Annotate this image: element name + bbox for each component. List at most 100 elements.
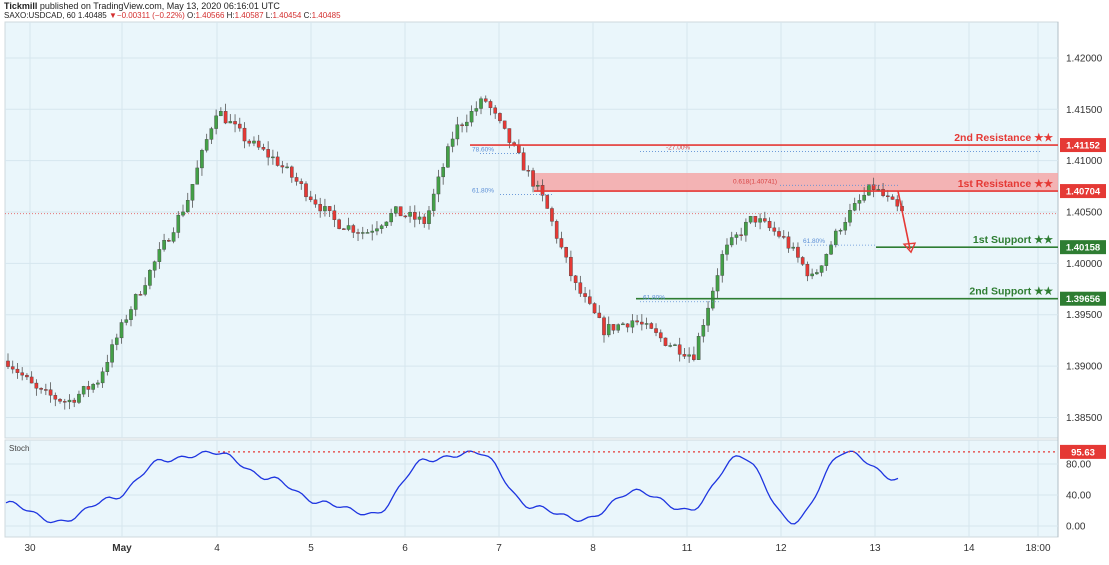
level-label: 2nd Support ★★ (969, 286, 1053, 298)
level-price-badge (1060, 184, 1106, 199)
time-tick-label: 12 (775, 543, 787, 554)
candle-body (53, 395, 58, 400)
price-pane[interactable] (4, 21, 1059, 439)
stoch-marker-badge (1060, 444, 1106, 459)
candle-body (602, 317, 606, 336)
candle-body (535, 184, 540, 187)
candle-body (640, 321, 644, 325)
candle-body (739, 234, 743, 236)
candle-body (895, 199, 900, 207)
candle-body (181, 211, 185, 216)
candle-body (346, 225, 351, 230)
candle-body (48, 389, 53, 396)
candle-body (200, 150, 204, 169)
candle-body (223, 111, 228, 124)
open-value: 1.40566 (195, 11, 225, 20)
candle-body (25, 374, 29, 378)
candle-body (129, 309, 133, 320)
candle-body (564, 247, 568, 258)
candle-body (781, 236, 786, 238)
candle-body (332, 210, 337, 220)
candle-body (190, 184, 195, 201)
candle-body (862, 194, 866, 201)
candle-body (124, 319, 129, 323)
time-tick-label: 18:00 (1025, 543, 1050, 554)
candle-body (100, 371, 105, 384)
candle-body (829, 244, 833, 255)
publisher-name: Tickmill (4, 1, 38, 11)
time-tick-label: 30 (24, 543, 36, 554)
candle-body (753, 216, 758, 223)
candle-body (715, 275, 720, 292)
candle-body (152, 261, 157, 271)
candle-body (266, 149, 270, 158)
candle-body (682, 354, 687, 357)
candle-body (767, 220, 772, 229)
candle-body (616, 324, 620, 331)
candle-body (148, 270, 152, 286)
candle-body (488, 101, 493, 109)
candle-body (786, 236, 791, 249)
fib-label: -27.00% (666, 144, 690, 151)
candle-body (427, 210, 431, 224)
candle-body (219, 111, 223, 117)
candle-body (313, 199, 318, 205)
candle-body (498, 113, 502, 122)
candle-body (507, 128, 512, 143)
candle-body (729, 237, 734, 246)
candle-body (138, 294, 143, 296)
candle-body (687, 354, 691, 357)
candle-body (848, 210, 852, 223)
candle-body (852, 203, 857, 211)
candle-body (479, 98, 483, 109)
candle-body (446, 146, 450, 168)
fib-label: 61.80% (803, 238, 825, 245)
candle-body (796, 246, 800, 258)
candle-body (408, 212, 412, 217)
candle-body (417, 216, 422, 220)
level-price-value: 1.39656 (1066, 294, 1100, 305)
fib-label: 78.60% (472, 146, 494, 153)
candle-body (710, 290, 715, 309)
stoch-pane[interactable] (4, 439, 1059, 538)
candle-body (431, 193, 436, 211)
candle-body (370, 230, 375, 233)
level-price-value: 1.40704 (1066, 187, 1101, 198)
candle-body (318, 204, 322, 212)
level-price-badge (1060, 240, 1106, 255)
candle-body (271, 156, 275, 159)
candle-body (886, 195, 890, 198)
candle-body (517, 144, 521, 153)
candle-body (644, 323, 649, 325)
candle-body (356, 232, 360, 234)
candle-body (450, 138, 455, 147)
candle-body (720, 254, 725, 276)
candle-body (441, 167, 445, 178)
candle-body (10, 366, 15, 370)
change-arrow-icon: ▼ (108, 11, 117, 20)
candle-body (62, 401, 67, 403)
candle-body (280, 165, 285, 168)
candle-body (578, 282, 583, 294)
candle-body (403, 215, 408, 218)
candle-body (360, 232, 365, 234)
candle-body (890, 196, 895, 200)
close-value: 1.40485 (311, 11, 341, 20)
candle-body (857, 200, 862, 204)
candle-body (583, 293, 587, 297)
time-tick-label: 7 (496, 543, 502, 554)
candle-body (285, 166, 289, 169)
candle-body (867, 184, 871, 196)
candle-body (521, 152, 526, 171)
candle-body (824, 253, 829, 266)
candle-body (323, 206, 327, 212)
candle-body (91, 384, 95, 390)
candle-body (696, 336, 701, 360)
candle-body (550, 208, 554, 222)
candle-body (294, 177, 299, 182)
candle-body (256, 140, 261, 148)
fib-label: 61.80% (643, 295, 665, 302)
candle-body (673, 344, 677, 346)
candle-body (261, 147, 266, 150)
